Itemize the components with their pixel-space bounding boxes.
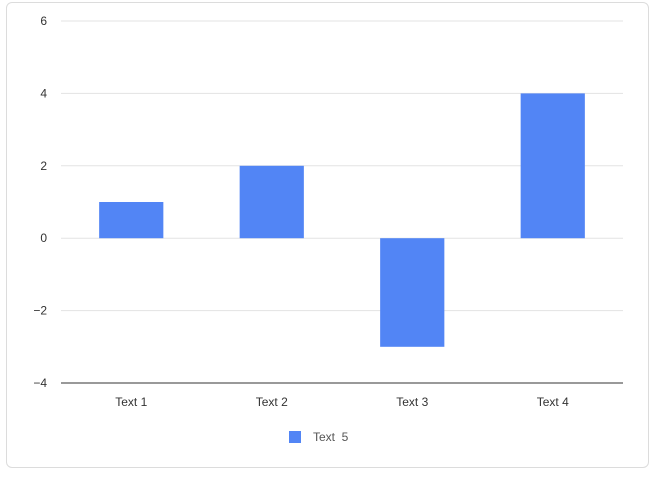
y-axis-ticks: 6 4 2 0 −2 −4 bbox=[33, 14, 47, 390]
x-tick-label: Text 3 bbox=[396, 395, 428, 409]
bar bbox=[239, 165, 304, 239]
y-tick-label: −4 bbox=[33, 376, 47, 390]
x-tick-label: Text 1 bbox=[115, 395, 147, 409]
bars bbox=[99, 93, 585, 347]
x-tick-label: Text 4 bbox=[537, 395, 569, 409]
x-tick-label: Text 2 bbox=[256, 395, 288, 409]
legend-swatch bbox=[289, 431, 301, 443]
y-tick-label: 0 bbox=[40, 231, 47, 245]
legend-label: Text 5 bbox=[313, 430, 349, 444]
legend: Text 5 bbox=[289, 430, 349, 444]
y-tick-label: 6 bbox=[40, 14, 47, 28]
y-tick-label: 2 bbox=[40, 159, 47, 173]
y-tick-label: 4 bbox=[40, 86, 47, 100]
x-axis-ticks: Text 1 Text 2 Text 3 Text 4 bbox=[115, 395, 569, 409]
bar bbox=[520, 93, 585, 239]
bar bbox=[99, 202, 164, 239]
bar bbox=[380, 238, 445, 347]
y-tick-label: −2 bbox=[33, 304, 47, 318]
